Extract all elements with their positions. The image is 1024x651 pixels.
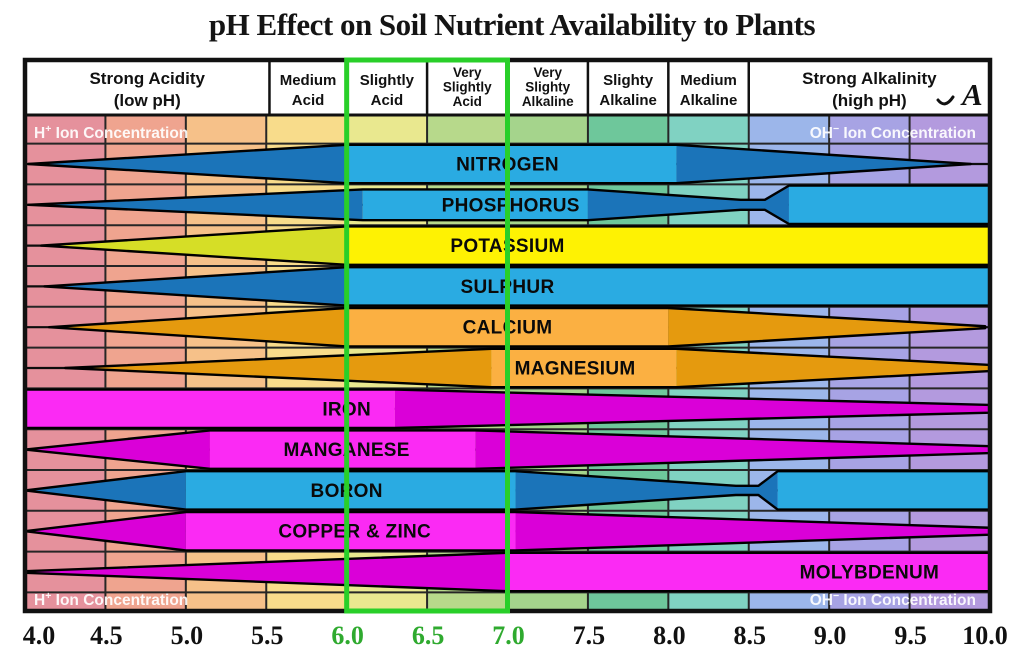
band-segment-bright <box>209 430 476 469</box>
signature-logo: A <box>936 77 983 112</box>
band-segment-dark <box>49 308 347 347</box>
header-cell-line: Alkaline <box>680 92 738 109</box>
band-outline <box>47 306 987 348</box>
band-label-phosphorus: PHOSPHORUS <box>442 195 580 216</box>
band-segment-bright <box>346 267 991 306</box>
logo-letter: A <box>960 77 983 112</box>
chart-title: pH Effect on Soil Nutrient Availability … <box>208 7 816 42</box>
h-ion-label-top: H+ Ion Concentration <box>34 123 188 142</box>
header-cell-line: Acid <box>292 92 325 109</box>
band-label-magnesium: MAGNESIUM <box>515 359 636 380</box>
band-segment-dark <box>668 308 986 347</box>
band-segment-bright <box>788 185 990 224</box>
header-cell-line: (low pH) <box>114 91 181 110</box>
band-segment-dark <box>25 552 508 592</box>
header-cell-line: (high pH) <box>832 91 907 110</box>
logo-swoosh <box>936 95 955 106</box>
header-cell-line: Slighty <box>525 80 570 95</box>
x-axis-tick-4.5: 4.5 <box>90 621 123 650</box>
band-segment-dark <box>41 226 347 265</box>
band-segment-dark <box>515 512 990 551</box>
band-segment-dark <box>676 348 990 388</box>
band-segment-bright <box>491 348 677 388</box>
header-cell-line: Alkaline <box>599 92 657 109</box>
band-segment-dark <box>28 144 347 184</box>
header-cell-strong-alkalinity-high-ph: Strong Alkalinity (high pH) <box>802 69 937 110</box>
x-axis-tick-6.5: 6.5 <box>412 621 445 650</box>
band-segment-dark <box>25 430 210 469</box>
header-cell-line: Acid <box>453 94 482 109</box>
header-cell-line: Medium <box>680 72 737 89</box>
x-axis-tick-10.0: 10.0 <box>962 621 1008 650</box>
band-segment-bright <box>346 226 991 265</box>
header-cell-line: Alkaline <box>522 94 574 109</box>
x-axis-tick-4.0: 4.0 <box>23 621 56 650</box>
x-axis-tick-9.0: 9.0 <box>814 621 847 650</box>
header-cell-line: Strong Acidity <box>89 69 205 88</box>
band-segment-dark <box>25 471 186 510</box>
x-axis-tick-7.5: 7.5 <box>573 621 606 650</box>
h-ion-label-bottom: H+ Ion Concentration <box>34 590 188 609</box>
band-calcium <box>47 306 987 348</box>
x-axis-tick-6.0: 6.0 <box>331 621 364 650</box>
header-cell-line: Very <box>453 65 482 80</box>
header-cell-line: Slightly <box>443 80 492 95</box>
band-boron <box>23 470 992 511</box>
band-segment-dark <box>587 185 789 224</box>
band-segment-bright <box>777 471 990 510</box>
header-cell-line: Medium <box>280 72 337 89</box>
band-segment-dark <box>65 348 492 388</box>
band-segment-bright <box>362 189 588 221</box>
x-axis-tick-5.5: 5.5 <box>251 621 284 650</box>
oh-ion-label-bottom: OH− Ion Concentration <box>810 590 976 609</box>
header-cell-slighty-alkaline: Slighty Alkaline <box>599 72 657 109</box>
x-axis-tick-8.5: 8.5 <box>734 621 767 650</box>
header-cell-medium-acid: Medium Acid <box>280 72 337 109</box>
band-segment-dark <box>676 144 971 184</box>
band-segment-bright <box>507 552 990 592</box>
highlight-box-ph6-7 <box>344 57 510 614</box>
x-axis-tick-9.5: 9.5 <box>894 621 927 650</box>
band-segment-bright <box>185 512 516 551</box>
band-segment-dark <box>515 471 778 510</box>
band-segment-dark <box>44 267 347 306</box>
band-segment-dark <box>475 430 990 469</box>
band-segment-bright <box>25 389 395 428</box>
band-segment-dark <box>28 189 363 221</box>
band-segment-dark <box>25 512 186 551</box>
band-segment-bright <box>346 144 677 184</box>
x-axis-tick-7.0: 7.0 <box>492 621 525 650</box>
header-cell-slightly-acid: Slightly Acid <box>360 72 415 109</box>
header-cell-strong-acidity-low-ph: Strong Acidity (low pH) <box>89 69 205 110</box>
header-cell-line: Acid <box>371 92 404 109</box>
x-axis-tick-8.0: 8.0 <box>653 621 686 650</box>
oh-ion-label-top: OH− Ion Concentration <box>810 123 976 142</box>
x-axis-tick-5.0: 5.0 <box>171 621 204 650</box>
band-label-molybdenum: MOLYBDENUM <box>800 563 940 584</box>
header-cell-line: Slighty <box>603 72 654 89</box>
band-label-copper-zinc: COPPER & ZINC <box>278 522 431 543</box>
header-cell-line: Very <box>533 65 562 80</box>
band-segment-bright <box>185 471 516 510</box>
header-cell-medium-alkaline: Medium Alkaline <box>680 72 738 109</box>
header-cell-line: Slightly <box>360 72 415 89</box>
band-magnesium <box>64 347 992 389</box>
band-segment-dark <box>394 389 991 428</box>
header-cell-line: Strong Alkalinity <box>802 69 937 88</box>
